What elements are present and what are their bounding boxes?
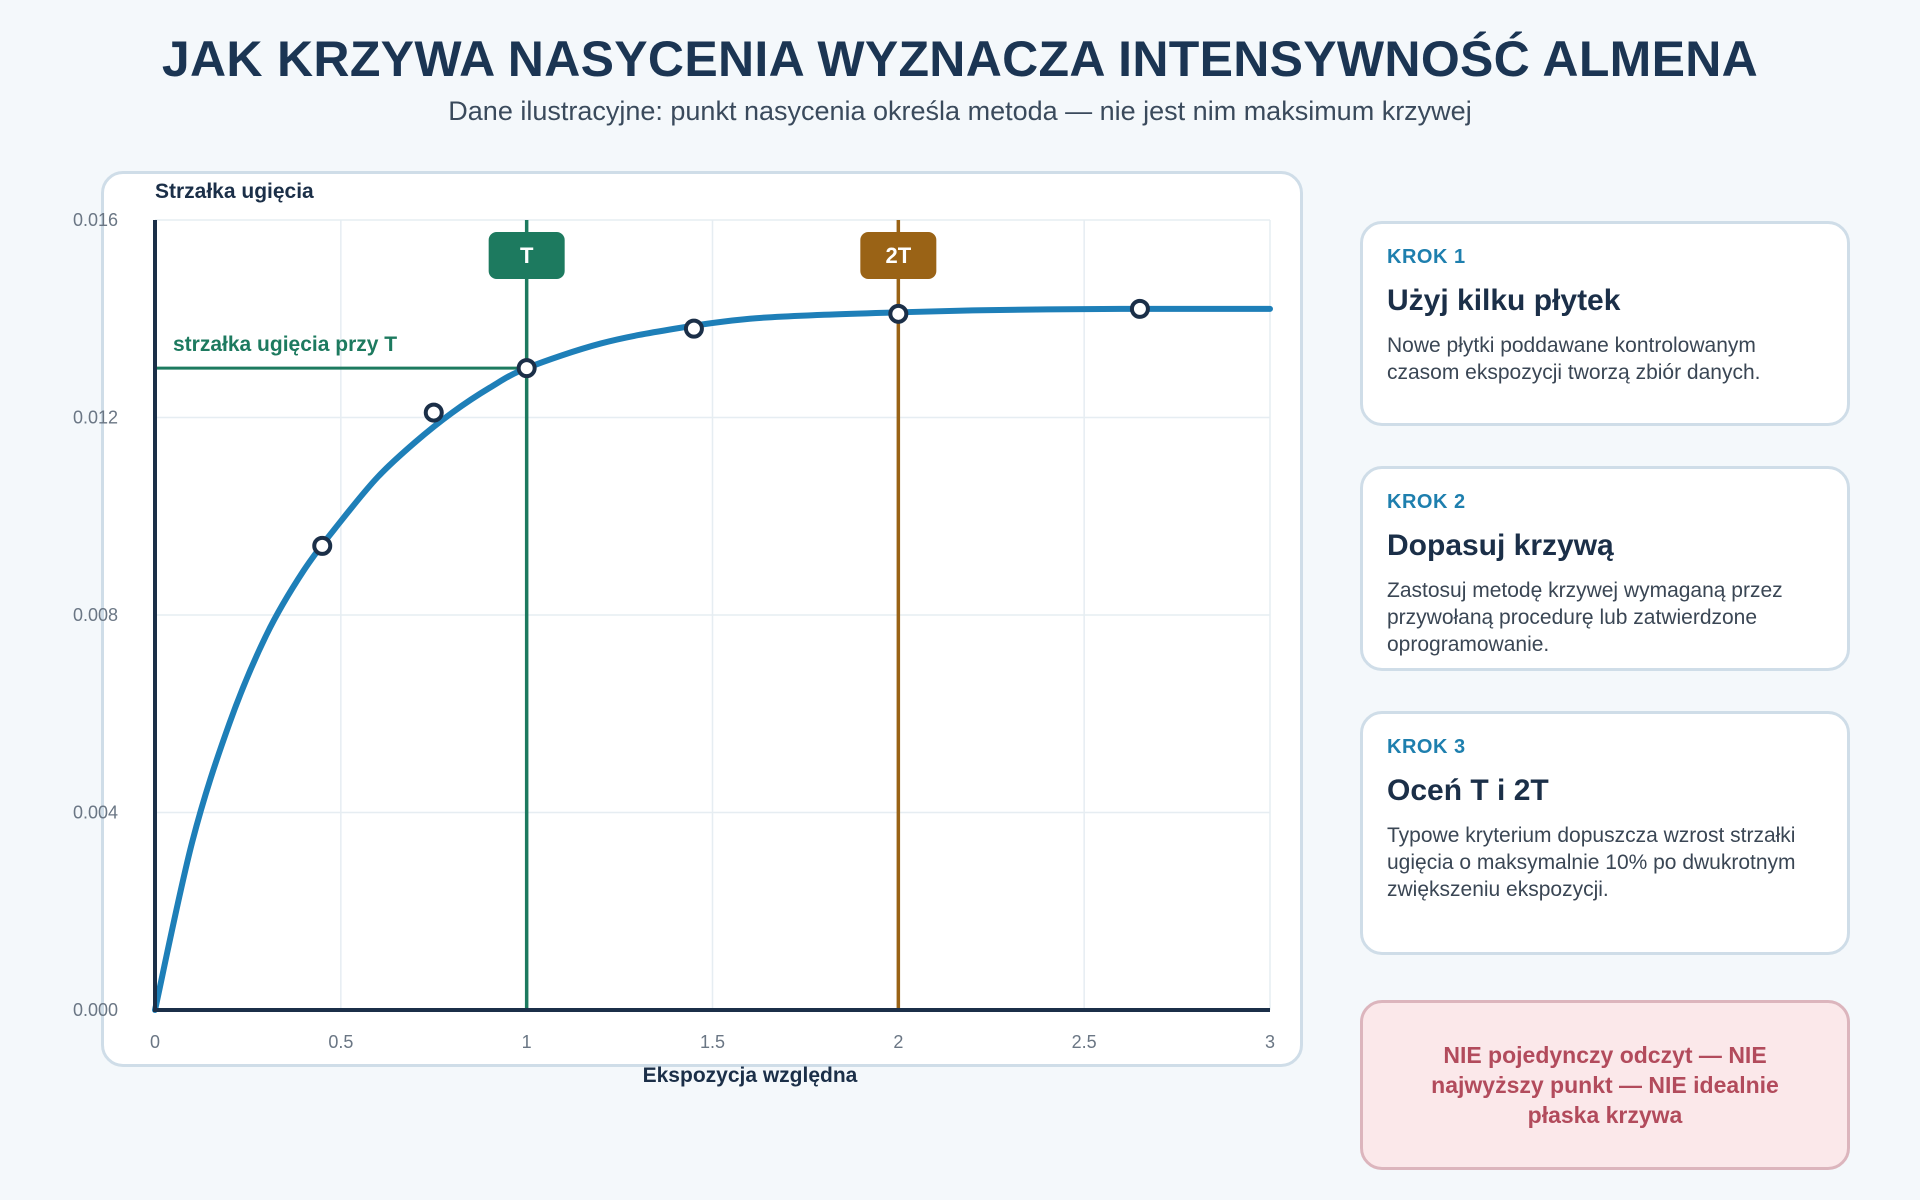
y-axis-label: Strzałka ugięcia (155, 180, 314, 203)
step-text: Nowe płytki poddawane kontrolowanym czas… (1387, 334, 1761, 384)
x-tick-label: 2.5 (1072, 1032, 1097, 1052)
marker-label: T (520, 243, 534, 268)
warning-text: NIE pojedynczy odczyt — NIE najwyższy pu… (1431, 1042, 1779, 1128)
y-tick-label: 0.012 (73, 408, 118, 428)
x-tick-label: 0 (150, 1032, 160, 1052)
chart-panel (101, 171, 1303, 1067)
y-tick-label: 0.004 (73, 803, 118, 823)
data-point (312, 535, 333, 556)
step-title: Użyj kilku płytek (1387, 284, 1621, 317)
x-axis-label: Ekspozycja względna (643, 1064, 858, 1087)
x-tick-label: 1.5 (700, 1032, 725, 1052)
x-tick-label: 3 (1265, 1032, 1275, 1052)
step-kicker: KROK 1 (1387, 246, 1466, 268)
data-point (1129, 298, 1150, 319)
data-point (888, 303, 909, 324)
step-text: Zastosuj metodę krzywej wymaganą przez p… (1387, 579, 1783, 656)
step-card-2: KROK 2 Dopasuj krzywą Zastosuj metodę kr… (1360, 466, 1850, 671)
y-tick-label: 0.008 (73, 605, 118, 625)
data-point (516, 358, 537, 379)
marker-label: 2T (885, 243, 911, 268)
step-kicker: KROK 3 (1387, 736, 1466, 758)
y-tick-label: 0.016 (73, 210, 118, 230)
annotation-label: strzałka ugięcia przy T (173, 333, 397, 356)
data-point (683, 318, 704, 339)
y-tick-label: 0.000 (73, 1000, 118, 1020)
page-subtitle: Dane ilustracyjne: punkt nasycenia okreś… (448, 96, 1472, 126)
step-card-3: KROK 3 Oceń T i 2T Typowe kryterium dopu… (1360, 711, 1850, 955)
warning-box: NIE pojedynczy odczyt — NIE najwyższy pu… (1360, 1000, 1850, 1170)
data-point (423, 402, 444, 423)
x-tick-label: 1 (522, 1032, 532, 1052)
step-title: Oceń T i 2T (1387, 774, 1549, 807)
marker-badge (488, 232, 565, 279)
step-card-1: KROK 1 Użyj kilku płytek Nowe płytki pod… (1360, 221, 1850, 426)
page-title: JAK KRZYWA NASYCENIA WYZNACZA INTENSYWNO… (161, 31, 1759, 87)
step-title: Dopasuj krzywą (1387, 529, 1614, 562)
step-text: Typowe kryterium dopuszcza wzrost strzał… (1387, 824, 1796, 901)
x-tick-label: 2 (893, 1032, 903, 1052)
x-tick-label: 0.5 (328, 1032, 353, 1052)
step-kicker: KROK 2 (1387, 491, 1466, 513)
marker-badge (860, 232, 937, 279)
